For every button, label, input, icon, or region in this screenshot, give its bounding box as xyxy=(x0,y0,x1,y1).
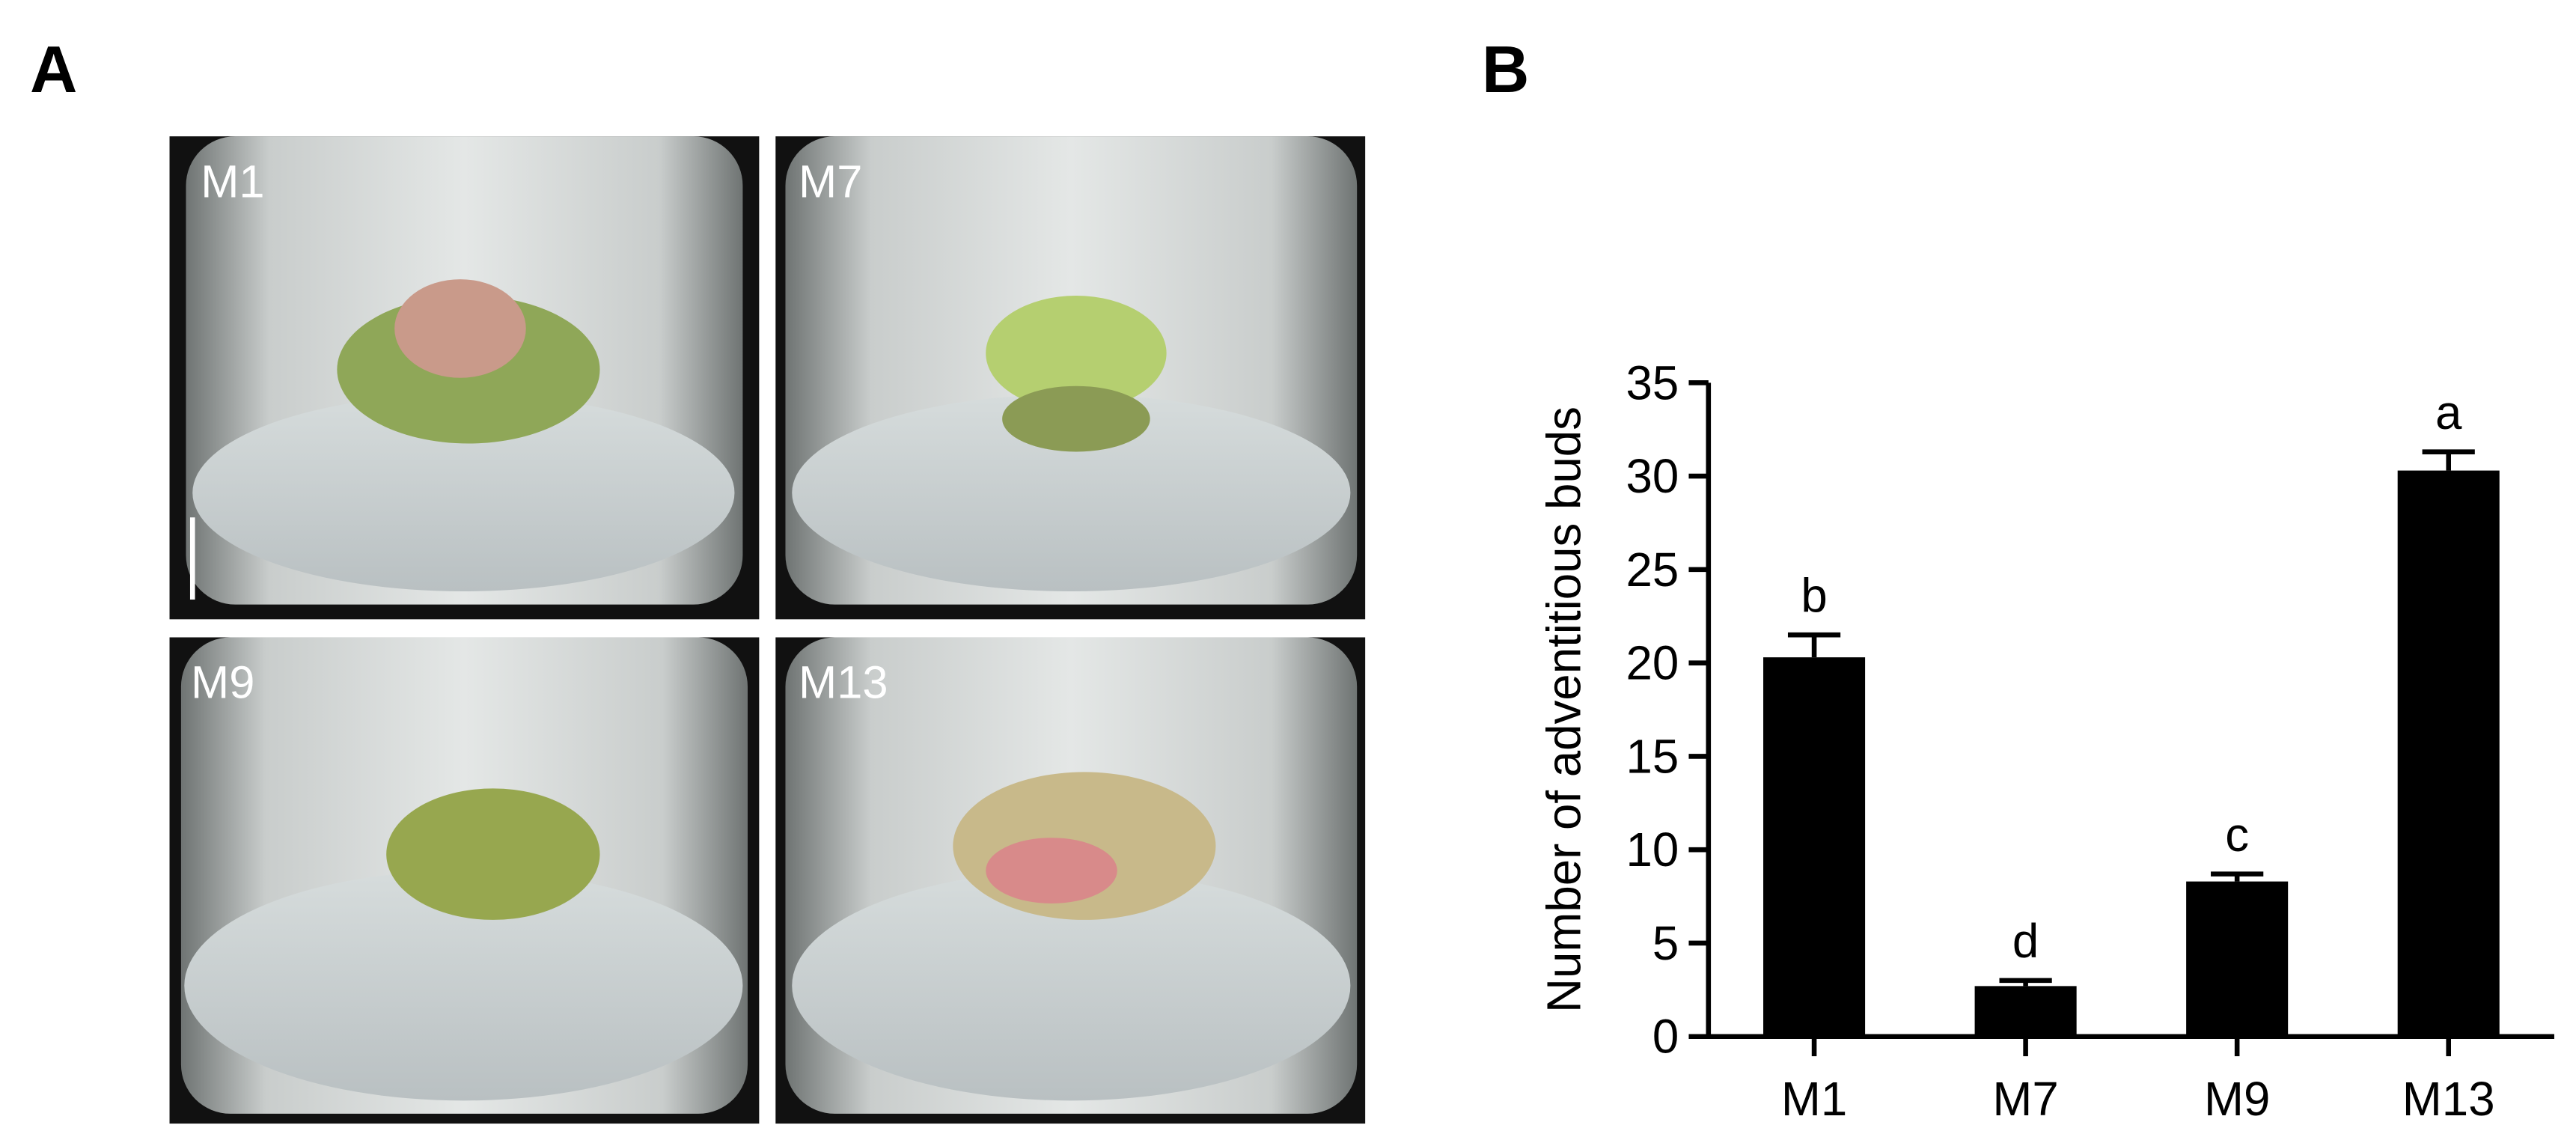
photo: M13 xyxy=(775,637,1366,1124)
x-tick-label: M7 xyxy=(1992,1073,2058,1126)
bar xyxy=(1763,657,1866,1037)
y-tick-label: 10 xyxy=(1626,823,1679,877)
image-label: M13 xyxy=(799,657,888,709)
image-label: M1 xyxy=(201,156,264,207)
panel-label: A xyxy=(30,33,77,106)
bar xyxy=(2397,470,2500,1037)
y-tick-label: 25 xyxy=(1626,543,1679,597)
x-tick-label: M13 xyxy=(2402,1073,2495,1126)
bar xyxy=(2186,881,2289,1037)
significance-letter: d xyxy=(2012,915,2039,968)
y-tick-label: 30 xyxy=(1626,450,1679,503)
image-label: M7 xyxy=(799,156,862,207)
significance-letter: a xyxy=(2435,386,2462,439)
photo: M7 xyxy=(775,136,1366,620)
y-tick-label: 0 xyxy=(1652,1011,1679,1064)
y-tick-label: 15 xyxy=(1626,730,1679,783)
significance-letter: b xyxy=(1801,569,1827,622)
image-label: M9 xyxy=(191,657,254,709)
bar xyxy=(1974,986,2077,1037)
y-tick-label: 20 xyxy=(1626,637,1679,690)
x-tick-label: M9 xyxy=(2204,1073,2270,1126)
panel-label: B xyxy=(1482,33,1529,106)
photo: M1 xyxy=(169,136,760,620)
y-tick-label: 35 xyxy=(1626,356,1679,409)
significance-letter: c xyxy=(2225,808,2249,862)
photo: M9 xyxy=(169,637,760,1124)
y-tick-label: 5 xyxy=(1652,917,1679,970)
y-axis-label: Number of adventitious buds xyxy=(1538,406,1591,1013)
x-tick-label: M1 xyxy=(1781,1073,1847,1126)
